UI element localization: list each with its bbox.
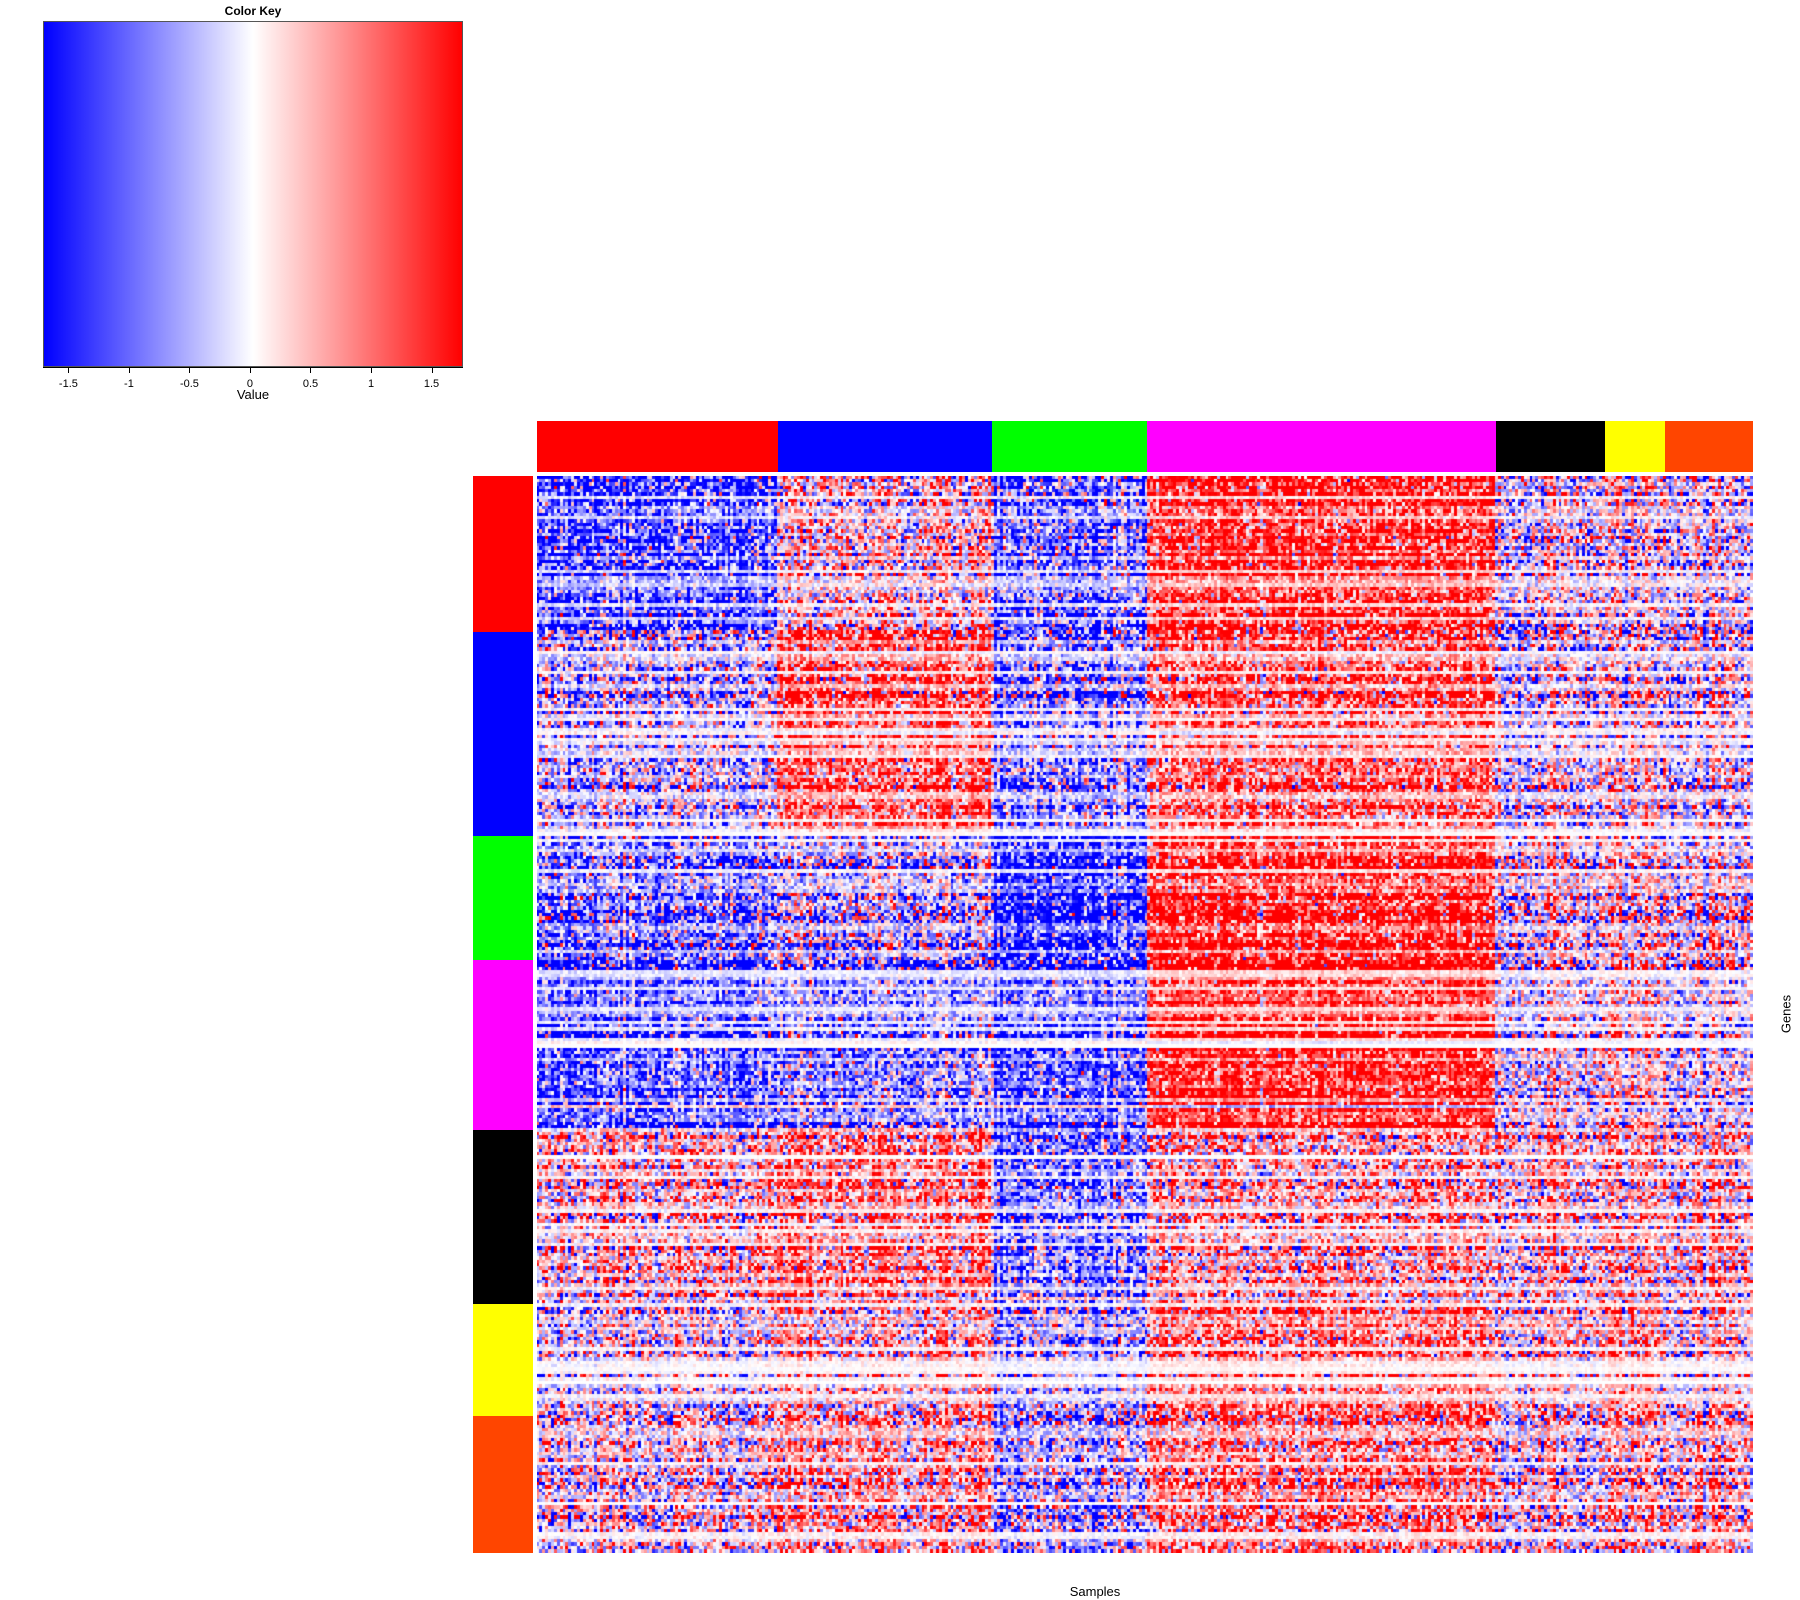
color-key-axis — [43, 367, 463, 368]
color-key-tick-label: -1.5 — [58, 378, 78, 390]
heatmap-cells — [537, 476, 1753, 1553]
row-group-swatch — [473, 1304, 533, 1417]
column-group-swatch — [537, 421, 779, 472]
y-axis-label: Genes — [1778, 994, 1794, 1034]
color-key-tick-label: 1 — [367, 378, 375, 390]
column-group-swatch — [777, 421, 993, 472]
color-key-tick-label: -1 — [124, 378, 134, 390]
color-key-tick — [189, 367, 191, 373]
column-group-swatch — [991, 421, 1148, 472]
color-key-xlabel: Value — [236, 387, 270, 402]
row-group-swatch — [473, 476, 533, 633]
x-axis-label: Samples — [1069, 1584, 1121, 1599]
color-key-tick — [371, 367, 372, 373]
column-group-swatch — [1147, 421, 1497, 472]
column-group-swatch — [1604, 421, 1666, 472]
color-key-tick-label: 1.5 — [423, 378, 440, 390]
row-group-swatch — [473, 1129, 533, 1305]
row-group-swatch — [473, 835, 533, 961]
color-key-tick-label: -0.5 — [179, 378, 199, 390]
column-group-swatch — [1496, 421, 1606, 472]
color-key-tick — [128, 367, 130, 373]
color-key-tick — [431, 367, 433, 373]
row-group-swatch — [473, 1416, 533, 1554]
color-key-tick-label: 0 — [246, 378, 254, 390]
color-key-tick — [68, 367, 70, 373]
color-key-tick — [310, 367, 312, 373]
color-key-title: Color Key — [224, 4, 282, 18]
row-group-swatch — [473, 632, 533, 837]
color-key-tick — [249, 367, 251, 373]
column-group-swatch — [1665, 421, 1754, 472]
color-key-gradient — [43, 21, 463, 367]
color-key-tick-label: 0.5 — [302, 378, 319, 390]
row-group-swatch — [473, 959, 533, 1131]
